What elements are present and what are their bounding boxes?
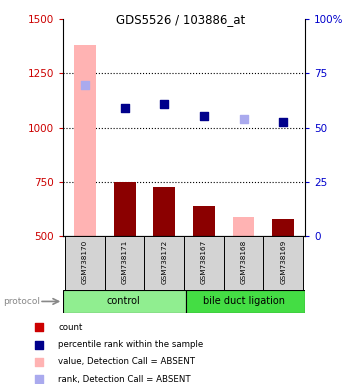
- Bar: [144, 236, 184, 290]
- Text: control: control: [106, 296, 140, 306]
- Point: [201, 113, 207, 119]
- Point: [36, 341, 42, 348]
- Text: GSM738172: GSM738172: [161, 240, 167, 284]
- Text: value, Detection Call = ABSENT: value, Detection Call = ABSENT: [58, 358, 195, 366]
- Bar: [224, 236, 264, 290]
- Point: [36, 376, 42, 382]
- Bar: [272, 219, 294, 236]
- Text: rank, Detection Call = ABSENT: rank, Detection Call = ABSENT: [58, 375, 191, 384]
- Text: GSM738171: GSM738171: [122, 240, 128, 284]
- Bar: [264, 236, 303, 290]
- Text: GSM738167: GSM738167: [201, 240, 207, 284]
- Point: [36, 324, 42, 330]
- Bar: [65, 236, 105, 290]
- Text: GDS5526 / 103886_at: GDS5526 / 103886_at: [116, 13, 245, 26]
- Text: protocol: protocol: [4, 297, 40, 306]
- Bar: [186, 290, 305, 313]
- Bar: [184, 236, 224, 290]
- Bar: [193, 206, 215, 236]
- Point: [36, 359, 42, 365]
- Bar: [74, 45, 96, 236]
- Text: GSM738169: GSM738169: [280, 240, 286, 284]
- Bar: [63, 290, 186, 313]
- Text: GSM738170: GSM738170: [82, 240, 88, 284]
- Point: [161, 101, 167, 107]
- Text: percentile rank within the sample: percentile rank within the sample: [58, 340, 203, 349]
- Point: [280, 119, 286, 125]
- Text: GSM738168: GSM738168: [240, 240, 247, 284]
- Point: [122, 105, 127, 111]
- Bar: [105, 236, 144, 290]
- Point: [241, 116, 247, 122]
- Text: count: count: [58, 323, 83, 332]
- Bar: [153, 187, 175, 236]
- Bar: [233, 217, 255, 236]
- Bar: [114, 182, 135, 236]
- Point: [82, 82, 88, 88]
- Text: bile duct ligation: bile duct ligation: [203, 296, 286, 306]
